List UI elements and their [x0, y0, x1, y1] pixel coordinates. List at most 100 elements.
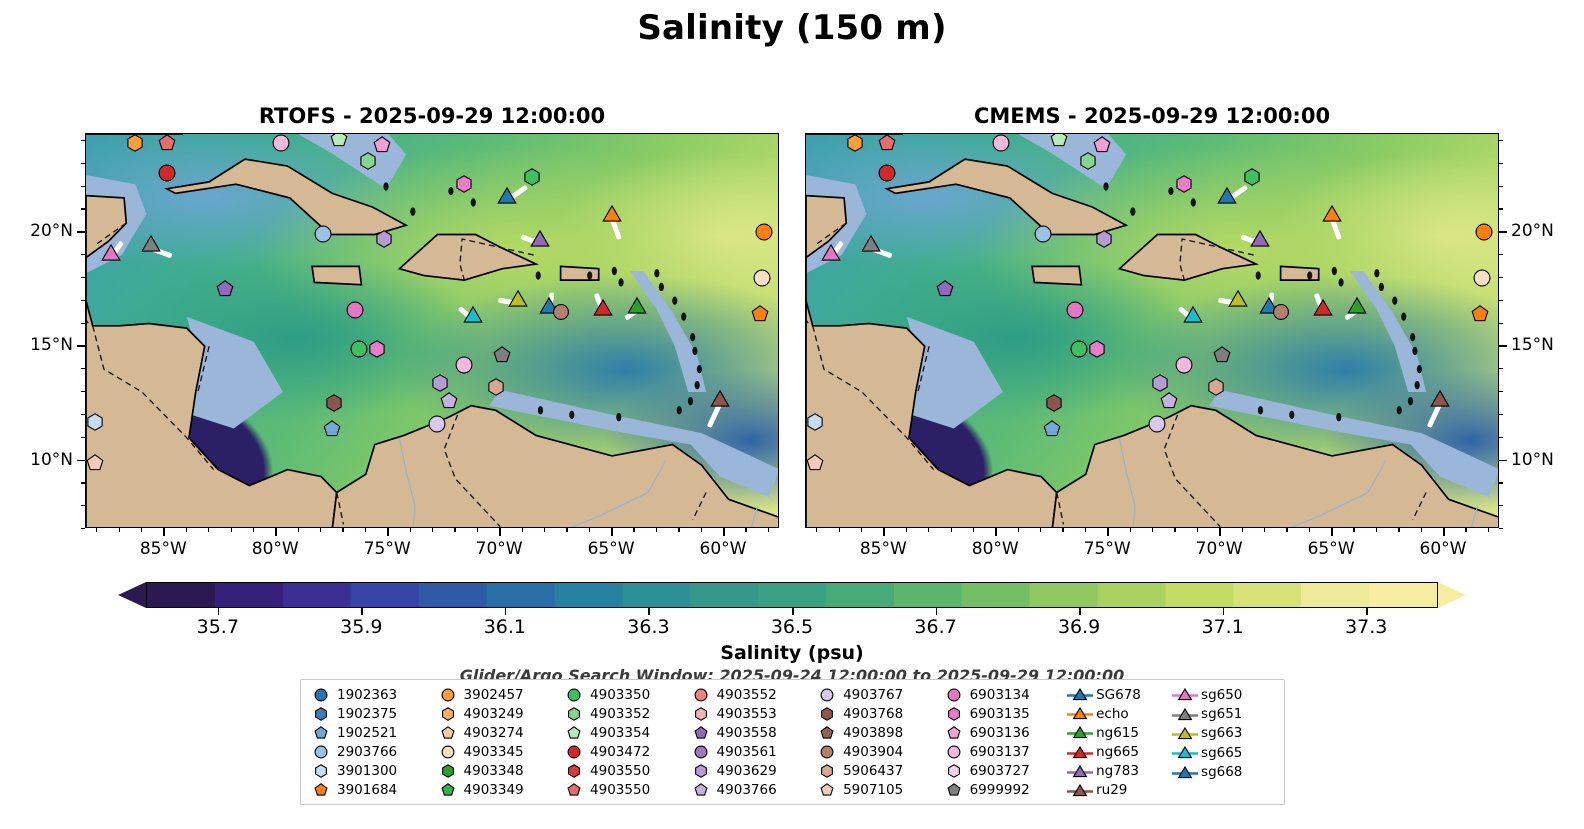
- x-tick-minor: [1465, 528, 1467, 532]
- float-symbol-icon: [308, 688, 334, 702]
- legend-item[interactable]: sg668: [1172, 763, 1277, 782]
- legend-item[interactable]: 3901684: [308, 781, 435, 800]
- legend-item[interactable]: sg663: [1172, 724, 1277, 743]
- legend-item[interactable]: 4903558: [688, 723, 815, 742]
- legend-item[interactable]: 4903552: [688, 685, 815, 704]
- glider-marker: [601, 204, 623, 227]
- float-marker: [375, 230, 393, 248]
- legend-item[interactable]: sg665: [1172, 743, 1277, 762]
- x-tick-minor: [700, 528, 702, 532]
- x-tick-minor: [140, 528, 143, 532]
- legend-item[interactable]: ng615: [1067, 723, 1172, 742]
- float-marker: [1175, 356, 1193, 374]
- legend-item[interactable]: echo: [1067, 704, 1172, 723]
- x-tick-minor: [767, 528, 770, 532]
- legend-item[interactable]: sg650: [1172, 685, 1277, 704]
- legend[interactable]: 1902363 1902375 1902521 2903766 3901300 39016…: [300, 679, 1285, 805]
- legend-item[interactable]: sg651: [1172, 704, 1277, 723]
- x-tick-minor: [1062, 528, 1064, 532]
- legend-item[interactable]: 5906437: [814, 762, 941, 781]
- legend-item[interactable]: 3902457: [435, 685, 562, 704]
- legend-item[interactable]: 4903274: [435, 723, 562, 742]
- colorbar-body[interactable]: [146, 582, 1438, 608]
- float-symbol-icon: [561, 783, 587, 797]
- legend-item[interactable]: ng783: [1067, 762, 1172, 781]
- colorbar-tick: [504, 608, 507, 615]
- legend-item[interactable]: 6903135: [941, 704, 1068, 723]
- legend-item[interactable]: 4903350: [561, 685, 688, 704]
- legend-item[interactable]: 1902363: [308, 685, 435, 704]
- float-symbol-icon: [814, 726, 840, 740]
- float-marker: [755, 223, 773, 241]
- float-symbol-icon: [688, 745, 714, 759]
- float-marker: [126, 134, 144, 152]
- legend-item[interactable]: 4903249: [435, 704, 562, 723]
- legend-item[interactable]: 4903550: [561, 781, 688, 800]
- legend-item[interactable]: 4903767: [814, 685, 941, 704]
- legend-item[interactable]: 4903904: [814, 743, 941, 762]
- float-marker: [359, 152, 377, 171]
- legend-item-label: 4903249: [463, 705, 524, 722]
- float-marker: [1045, 394, 1063, 413]
- legend-item[interactable]: 6903137: [941, 743, 1068, 762]
- float-symbol-icon: [688, 783, 714, 797]
- legend-item[interactable]: 4903766: [688, 781, 815, 800]
- legend-item[interactable]: 6903727: [941, 762, 1068, 781]
- legend-item[interactable]: 4903561: [688, 743, 815, 762]
- legend-item[interactable]: 4903553: [688, 704, 815, 723]
- glider-marker: [860, 234, 882, 257]
- legend-item[interactable]: 6903134: [941, 685, 1068, 704]
- legend-item[interactable]: ru29: [1067, 781, 1172, 800]
- float-symbol-icon: [308, 764, 334, 779]
- glider-marker: [140, 234, 162, 257]
- legend-item[interactable]: 4903352: [561, 704, 688, 723]
- legend-item[interactable]: 4903629: [688, 762, 815, 781]
- page-title: Salinity (150 m): [637, 8, 947, 48]
- legend-item[interactable]: ng665: [1067, 743, 1172, 762]
- colorbar-tick-label: 36.1: [483, 616, 527, 638]
- colorbar-tick-label: 36.9: [1057, 616, 1101, 638]
- legend-item[interactable]: 4903345: [435, 743, 562, 762]
- legend-item[interactable]: 1902375: [308, 704, 435, 723]
- x-tick-minor: [1174, 528, 1176, 532]
- float-marker: [350, 340, 368, 358]
- legend-item-label: 3902457: [463, 686, 524, 703]
- float-marker: [751, 305, 769, 323]
- legend-item[interactable]: 4903768: [814, 704, 941, 723]
- float-marker: [1093, 136, 1111, 154]
- map-panel-rtofs[interactable]: [85, 133, 779, 528]
- legend-item[interactable]: 4903354: [561, 723, 688, 742]
- legend-item[interactable]: 6999992: [941, 781, 1068, 800]
- x-axis-label: 60°W: [1419, 539, 1467, 559]
- legend-item[interactable]: 5907105: [814, 781, 941, 800]
- legend-item[interactable]: 2903766: [308, 743, 435, 762]
- colorbar-tick: [935, 608, 938, 615]
- legend-item[interactable]: 4903550: [561, 762, 688, 781]
- legend-item[interactable]: 4903348: [435, 762, 562, 781]
- float-marker: [1043, 419, 1061, 438]
- float-marker: [806, 412, 824, 431]
- colorbar[interactable]: 35.7 35.9 36.1 36.3 36.5 36.7 36.9 37.1 37.3: [118, 582, 1466, 638]
- legend-item[interactable]: 6903136: [941, 723, 1068, 742]
- map-panel-cmems[interactable]: [805, 133, 1499, 528]
- float-symbol-icon: [688, 764, 714, 779]
- legend-item-label: ng615: [1096, 724, 1139, 741]
- legend-item-label: 4903472: [590, 744, 651, 761]
- float-marker: [1213, 346, 1231, 364]
- glider-symbol-icon: [1067, 764, 1094, 779]
- glider-symbol-icon: [1067, 725, 1094, 740]
- legend-item[interactable]: 4903349: [435, 781, 562, 800]
- x-axis-label: 70°W: [1195, 539, 1243, 559]
- float-symbol-icon: [561, 706, 587, 721]
- legend-item[interactable]: 4903472: [561, 743, 688, 762]
- colorbar-tick: [1366, 608, 1368, 615]
- legend-item-label: 6903134: [969, 686, 1030, 703]
- legend-item-label: ng783: [1096, 763, 1139, 780]
- legend-item[interactable]: 3901300: [308, 762, 435, 781]
- legend-item[interactable]: 4903898: [814, 723, 941, 742]
- legend-item-label: sg650: [1201, 686, 1243, 703]
- float-symbol-icon: [561, 688, 587, 702]
- legend-item[interactable]: SG678: [1067, 685, 1172, 704]
- glider-symbol-icon: [1067, 706, 1094, 721]
- legend-item[interactable]: 1902521: [308, 723, 435, 742]
